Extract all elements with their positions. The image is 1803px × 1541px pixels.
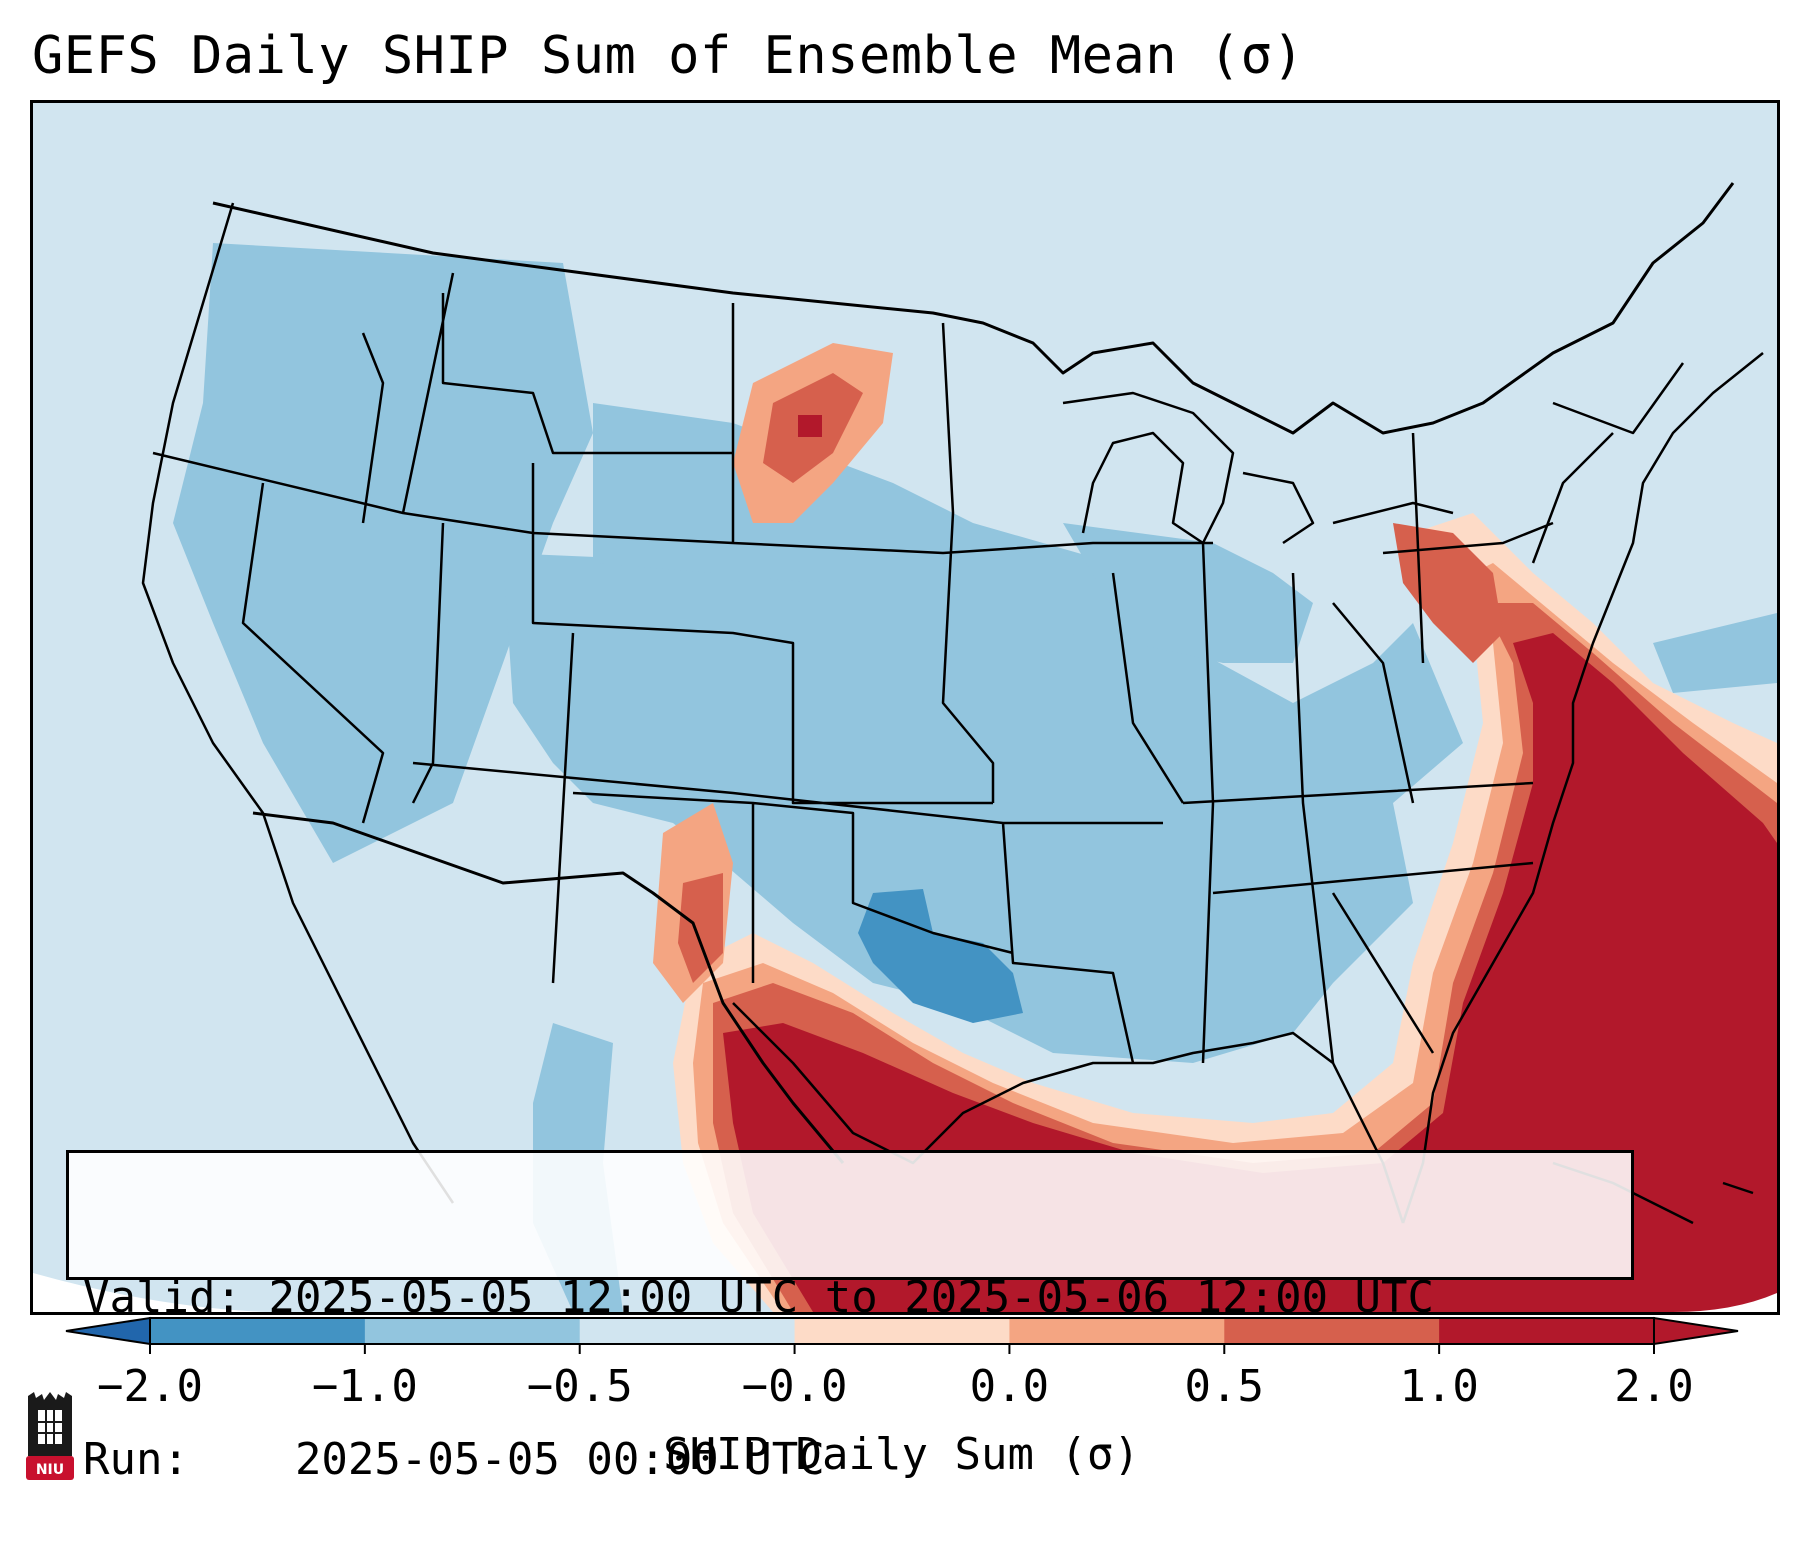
- colorbar-segment: [794, 1318, 1010, 1344]
- positive-max-region: [723, 633, 1777, 1312]
- projection-edge: [33, 1273, 333, 1312]
- positive-field-regions: [673, 513, 1777, 1312]
- east-coast: [1401, 352, 1764, 1224]
- colorbar-tick-label: −0.5: [526, 1361, 633, 1412]
- west-negative-region: [173, 243, 593, 863]
- colorbar-tick-label: 2.0: [1614, 1361, 1694, 1412]
- colorbar-extend-high: [1653, 1316, 1739, 1346]
- great-lakes-negative-region: [1063, 523, 1313, 663]
- great-lakes: [1062, 391, 1454, 545]
- valid-run-info-box: Valid: 2025-05-05 12:00 UTC to 2025-05-0…: [66, 1150, 1634, 1485]
- logo-banner: [26, 1456, 74, 1480]
- colorbar-outline: [149, 1317, 1655, 1345]
- us-canada-border: [212, 182, 1735, 435]
- oklahoma-strong-negative: [858, 889, 1023, 1023]
- run-value: 2025-05-05 00:00 UTC: [294, 1434, 825, 1485]
- colorbar-tick-label: −1.0: [311, 1361, 418, 1412]
- logo-window-icon: [38, 1410, 62, 1444]
- colorbar-segment: [364, 1318, 581, 1344]
- pennsylvania-positive: [1393, 523, 1503, 663]
- niu-logo: NIU: [26, 1392, 74, 1480]
- colorbar-label: SHIP Daily Sum (σ): [663, 1429, 1140, 1480]
- colorbar-segment: [1439, 1318, 1655, 1344]
- gulf-coast: [732, 1002, 1405, 1224]
- state-lines: [152, 272, 1685, 1064]
- north-dakota-max-cell: [798, 415, 822, 437]
- colorbar-segment: [579, 1318, 796, 1344]
- colorbar-segment: [1009, 1318, 1225, 1344]
- colorbar-tick-label: 1.0: [1399, 1361, 1479, 1412]
- new-mexico-positive-core: [678, 873, 723, 983]
- logo-text: NIU: [36, 1462, 64, 1478]
- colorbar-tick-label: 0.0: [969, 1361, 1050, 1412]
- run-label: Run:: [83, 1434, 189, 1485]
- colorbar-extend-low: [65, 1316, 151, 1346]
- projection-edge-right: [1673, 1293, 1777, 1312]
- colorbar-tick-label: −0.0: [741, 1361, 848, 1412]
- valid-row: Valid: 2025-05-05 12:00 UTC to 2025-05-0…: [83, 1271, 1617, 1325]
- valid-label: Valid:: [83, 1272, 242, 1323]
- colorbar-tick-label: 0.5: [1184, 1361, 1265, 1412]
- boundaries: [141, 182, 1764, 1225]
- colorbar-tick-label: −2.0: [97, 1361, 203, 1412]
- run-row: Run: 2025-05-05 00:00 UTC: [83, 1433, 1617, 1487]
- colorbar: [65, 1316, 1739, 1354]
- conus-map: [33, 103, 1777, 1312]
- colorbar-segment: [1224, 1318, 1440, 1344]
- us-mexico-border: [252, 811, 845, 1164]
- map-title: GEFS Daily SHIP Sum of Ensemble Mean (σ): [32, 26, 1305, 86]
- central-negative-region: [503, 553, 1463, 1063]
- west-coast: [141, 202, 455, 1204]
- colorbar-segment: [150, 1318, 366, 1344]
- map-panel: [30, 100, 1780, 1315]
- atlantic-negative-region: [1653, 613, 1777, 693]
- valid-value: 2025-05-05 12:00 UTC to 2025-05-06 12:00…: [268, 1272, 1435, 1323]
